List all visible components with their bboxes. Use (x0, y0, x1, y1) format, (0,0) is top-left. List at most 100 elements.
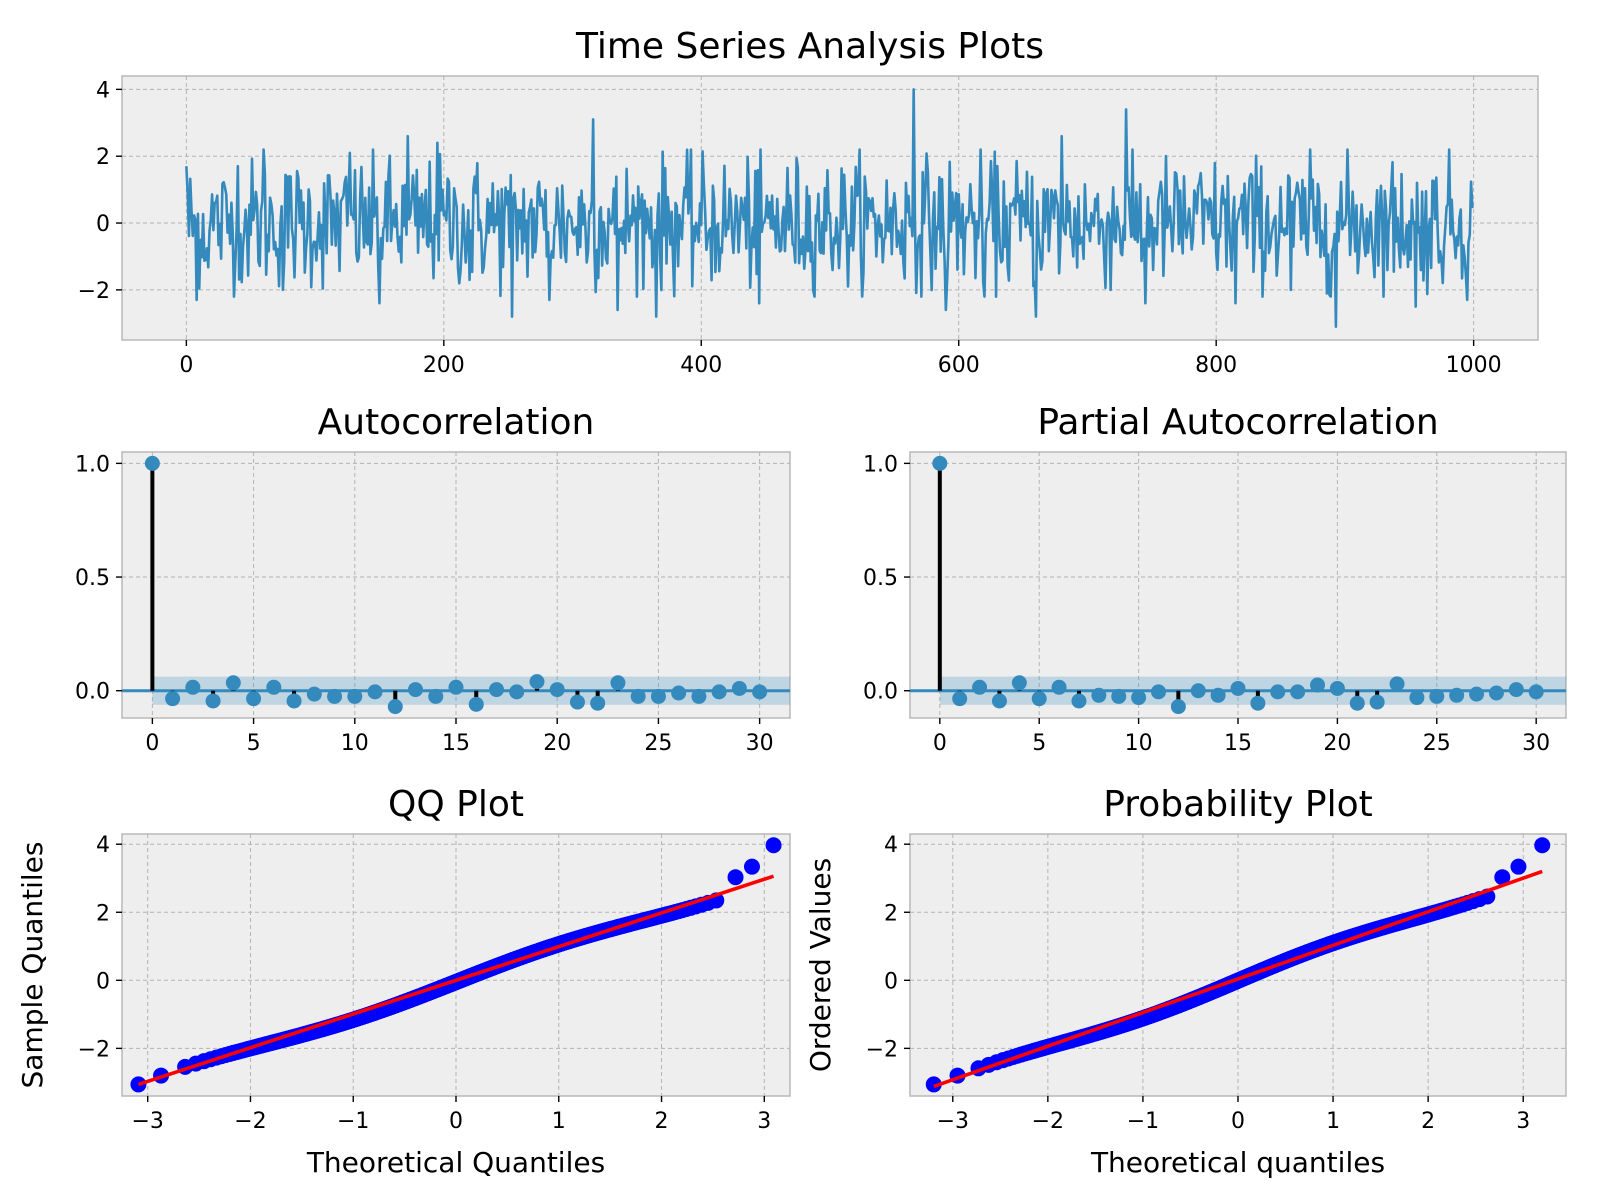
lag-point (1111, 688, 1127, 704)
x-tick-label: 3 (1516, 1109, 1530, 1134)
lag-point (387, 699, 403, 715)
x-tick-label: −1 (337, 1109, 369, 1134)
x-tick-label: 0 (145, 731, 159, 756)
lag-point (1150, 684, 1166, 700)
lag-point (952, 691, 968, 707)
lag-point (428, 688, 444, 704)
y-tick-label: −2 (78, 1037, 110, 1062)
subplot-title: Probability Plot (1103, 784, 1373, 825)
x-tick-label: 2 (655, 1109, 669, 1134)
lag-point (1469, 686, 1485, 702)
y-tick-label: 0 (884, 969, 898, 994)
x-tick-label: −1 (1127, 1109, 1159, 1134)
x-tick-label: 2 (1421, 1109, 1435, 1134)
x-axis-label: Theoretical Quantiles (306, 1146, 605, 1179)
lag-point (144, 455, 160, 471)
lag-point (1290, 684, 1306, 700)
lag-point (1449, 687, 1465, 703)
lag-point (1131, 690, 1147, 706)
lag-point (1528, 684, 1544, 700)
x-tick-label: 30 (746, 731, 774, 756)
lag-point (185, 679, 201, 695)
figure-title: Time Series Analysis Plots (575, 26, 1044, 67)
x-tick-label: 15 (1224, 731, 1252, 756)
lag-point (1409, 690, 1425, 706)
x-tick-label: 5 (247, 731, 261, 756)
x-axis-label: Theoretical quantiles (1090, 1146, 1385, 1179)
lag-point (509, 684, 525, 700)
x-tick-label: 20 (1323, 731, 1351, 756)
x-tick-label: −3 (131, 1109, 163, 1134)
x-tick-label: −2 (1032, 1109, 1064, 1134)
x-tick-label: 20 (543, 731, 571, 756)
y-tick-label: 0 (96, 212, 110, 237)
subplot-autocorrelation: 0 5 10 15 20 25 30 1.0 0.5 0.0 Autocorrelation (75, 402, 791, 756)
x-tick-label: 1000 (1446, 353, 1502, 378)
x-tick-label: 400 (680, 353, 722, 378)
y-tick-label: 2 (884, 901, 898, 926)
lag-point (266, 679, 282, 695)
lag-point (367, 684, 383, 700)
lag-point (650, 688, 666, 704)
x-tick-label: 0 (1231, 1109, 1245, 1134)
lag-point (1329, 680, 1345, 696)
x-tick-label: 25 (1423, 731, 1451, 756)
y-tick-label: 2 (96, 145, 110, 170)
y-tick-label: 1.0 (75, 452, 110, 477)
quantile-point (130, 1076, 147, 1093)
y-tick-label: 0 (96, 969, 110, 994)
lag-point (1349, 695, 1365, 711)
fit-line (137, 874, 775, 1087)
lag-point (1170, 699, 1186, 715)
lag-point (549, 682, 565, 698)
x-tick-label: −2 (234, 1109, 266, 1134)
y-tick-label: 0.5 (863, 566, 898, 591)
y-tick-label: −2 (866, 1037, 898, 1062)
lag-point (1210, 687, 1226, 703)
lag-point (1250, 695, 1266, 711)
lag-point (448, 679, 464, 695)
subplot-qq-plot: −3 −2 −1 0 1 2 3 4 2 0 −2 QQ Plot Theoretical Quanti… (16, 784, 791, 1179)
x-tick-label: 10 (341, 731, 369, 756)
x-tick-label: 3 (757, 1109, 771, 1134)
lag-point (327, 688, 343, 704)
subplot-title: Partial Autocorrelation (1037, 402, 1438, 443)
y-tick-label: 4 (96, 78, 110, 103)
lag-point (711, 684, 727, 700)
fit-line (933, 869, 1543, 1089)
lag-point (1389, 676, 1405, 692)
x-tick-label: 800 (1195, 353, 1237, 378)
lag-point (468, 696, 484, 712)
lag-point (1230, 680, 1246, 696)
lag-point (1508, 682, 1524, 698)
quantile-point (743, 858, 760, 875)
lag-point (1270, 684, 1286, 700)
x-tick-label: 0 (179, 353, 193, 378)
x-tick-label: 25 (644, 731, 672, 756)
quantile-point (1534, 837, 1551, 854)
lag-point (1011, 675, 1027, 691)
lag-point (569, 694, 585, 710)
lag-point (306, 686, 322, 702)
x-tick-label: 1 (1326, 1109, 1340, 1134)
y-tick-label: 0.0 (863, 680, 898, 705)
subplot-partial-autocorrelation: 0 5 10 15 20 25 30 1.0 0.5 0.0 Partial Autocorrela… (863, 402, 1567, 756)
y-tick-label: 0.0 (75, 680, 110, 705)
y-tick-label: 4 (96, 833, 110, 858)
lag-point (932, 455, 948, 471)
lag-point (1310, 677, 1326, 693)
lag-point (610, 675, 626, 691)
lag-point (529, 674, 545, 690)
x-tick-label: 0 (449, 1109, 463, 1134)
y-tick-label: 0.5 (75, 566, 110, 591)
quantile-point (727, 869, 744, 886)
y-tick-label: 2 (96, 901, 110, 926)
x-tick-label: −3 (937, 1109, 969, 1134)
lag-point (1071, 693, 1087, 709)
lag-point (1031, 691, 1047, 707)
quantile-point (765, 837, 782, 854)
x-tick-label: 600 (938, 353, 980, 378)
y-axis-label: Ordered Values (804, 858, 837, 1072)
